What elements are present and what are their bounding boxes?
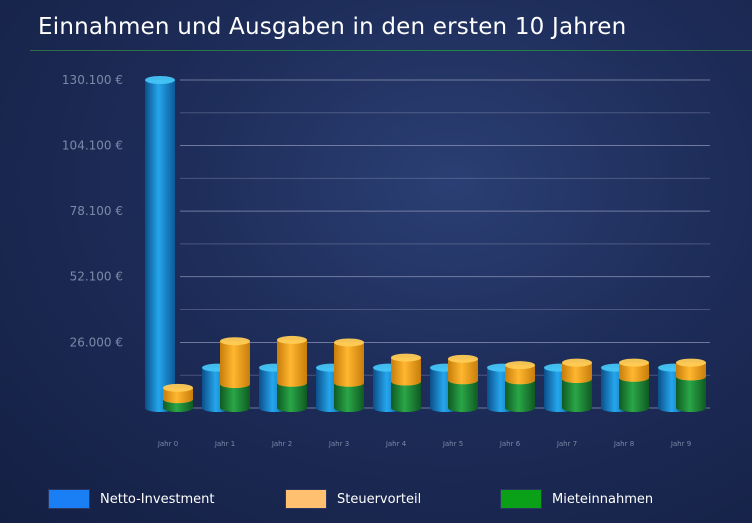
cylinder-top xyxy=(145,76,175,84)
chart-title: Einnahmen und Ausgaben in den ersten 10 … xyxy=(38,14,627,40)
x-axis: Jahr 0 Jahr 1 Jahr 2 Jahr 3 Jahr 4 Jahr 5 Jahr… xyxy=(157,440,691,448)
cylinder-bottom xyxy=(505,376,535,385)
cylinder-body xyxy=(391,381,421,408)
x-tick-label: Jahr 1 xyxy=(214,440,235,448)
x-tick-label: Jahr 5 xyxy=(442,440,463,448)
cylinder-top xyxy=(220,337,250,346)
cylinder-top xyxy=(277,335,307,344)
cylinder-body xyxy=(448,358,478,381)
bar-steuervorteil xyxy=(562,358,592,384)
cylinder-body xyxy=(562,379,592,408)
x-tick-label: Jahr 9 xyxy=(670,440,691,448)
bar-steuervorteil xyxy=(277,335,307,387)
cylinder-top xyxy=(676,358,706,367)
legend-swatch xyxy=(500,489,542,509)
cylinder-body xyxy=(676,362,706,377)
x-tick-label: Jahr 2 xyxy=(271,440,292,448)
cylinder-top xyxy=(562,358,592,367)
x-tick-label: Jahr 7 xyxy=(556,440,577,448)
bars xyxy=(145,76,706,412)
bar-steuervorteil xyxy=(505,361,535,385)
cylinder-bottom xyxy=(505,404,535,412)
cylinder-bottom xyxy=(220,380,250,389)
cylinder-top xyxy=(163,383,193,392)
cylinder-bottom xyxy=(391,404,421,412)
legend-swatch xyxy=(48,489,90,509)
legend-item-steuervorteil: Steuervorteil xyxy=(285,488,421,510)
cylinder-body xyxy=(334,382,364,408)
legend-swatch xyxy=(285,489,327,509)
cylinder-body xyxy=(505,380,535,408)
cylinder-body xyxy=(220,384,250,408)
cylinder-bottom xyxy=(163,404,193,412)
cylinder-bottom xyxy=(220,404,250,412)
y-tick-label: 130.100 € xyxy=(62,73,123,87)
cylinder-bottom xyxy=(277,404,307,412)
y-tick-label: 104.100 € xyxy=(62,139,123,153)
cylinder-bottom xyxy=(163,395,193,404)
cylinder-body xyxy=(391,357,421,382)
cylinder-bottom xyxy=(676,404,706,412)
cylinder-bottom xyxy=(676,372,706,381)
legend-label: Mieteinnahmen xyxy=(552,491,654,507)
cylinder-body xyxy=(676,376,706,408)
cylinder-bottom xyxy=(334,404,364,412)
x-tick-label: Jahr 6 xyxy=(499,440,521,448)
cylinder-bottom xyxy=(619,404,649,412)
cylinder-body xyxy=(277,382,307,408)
cylinder-body xyxy=(220,341,250,385)
cylinder-bottom xyxy=(334,378,364,387)
legend-item-netto-investment: Netto-Investment xyxy=(48,488,214,510)
bar-steuervorteil xyxy=(676,358,706,381)
cylinder-top xyxy=(334,338,364,347)
cylinder-bottom xyxy=(448,404,478,412)
legend-label: Steuervorteil xyxy=(337,491,422,507)
cylinder-body xyxy=(145,80,175,408)
x-tick-label: Jahr 8 xyxy=(613,440,634,448)
title-divider xyxy=(30,50,752,51)
cylinder-body xyxy=(448,380,478,408)
cylinder-body xyxy=(163,387,193,400)
y-axis: 26.000 € 52.100 € 78.100 € 104.100 € 130.100… xyxy=(62,73,123,349)
cylinder-bottom xyxy=(277,378,307,387)
cylinder-top xyxy=(505,361,535,370)
cylinder-body xyxy=(505,365,535,381)
cylinder-body xyxy=(619,362,649,378)
y-tick-label: 78.100 € xyxy=(70,204,123,218)
x-tick-label: Jahr 3 xyxy=(328,440,349,448)
y-tick-label: 52.100 € xyxy=(70,270,123,284)
cylinder-bottom xyxy=(619,373,649,382)
cylinder-body xyxy=(619,377,649,408)
bar-steuervorteil xyxy=(163,383,193,404)
cylinder-bottom xyxy=(562,404,592,412)
cylinder-bottom xyxy=(448,376,478,385)
cylinder-bottom xyxy=(391,377,421,386)
cylinder-top xyxy=(391,353,421,362)
bar-steuervorteil xyxy=(334,338,364,387)
cylinder-body xyxy=(277,339,307,383)
y-tick-label: 26.000 € xyxy=(70,335,123,349)
bar-steuervorteil xyxy=(448,354,478,385)
x-tick-label: Jahr 4 xyxy=(385,440,407,448)
cylinder-body xyxy=(334,342,364,383)
bar-steuervorteil xyxy=(391,353,421,386)
cylinder-bottom xyxy=(562,375,592,384)
bar-netto-investment xyxy=(145,76,175,412)
cylinder-top xyxy=(619,358,649,367)
bar-steuervorteil xyxy=(619,358,649,382)
legend-item-mieteinnahmen: Mieteinnahmen xyxy=(500,488,653,510)
cylinder-body xyxy=(562,362,592,380)
bar-steuervorteil xyxy=(220,337,250,389)
bar-chart: 26.000 € 52.100 € 78.100 € 104.100 € 130.100… xyxy=(62,73,710,448)
legend-label: Netto-Investment xyxy=(100,491,215,507)
cylinder-top xyxy=(448,354,478,363)
x-tick-label: Jahr 0 xyxy=(157,440,178,448)
cylinder-body xyxy=(163,399,193,408)
